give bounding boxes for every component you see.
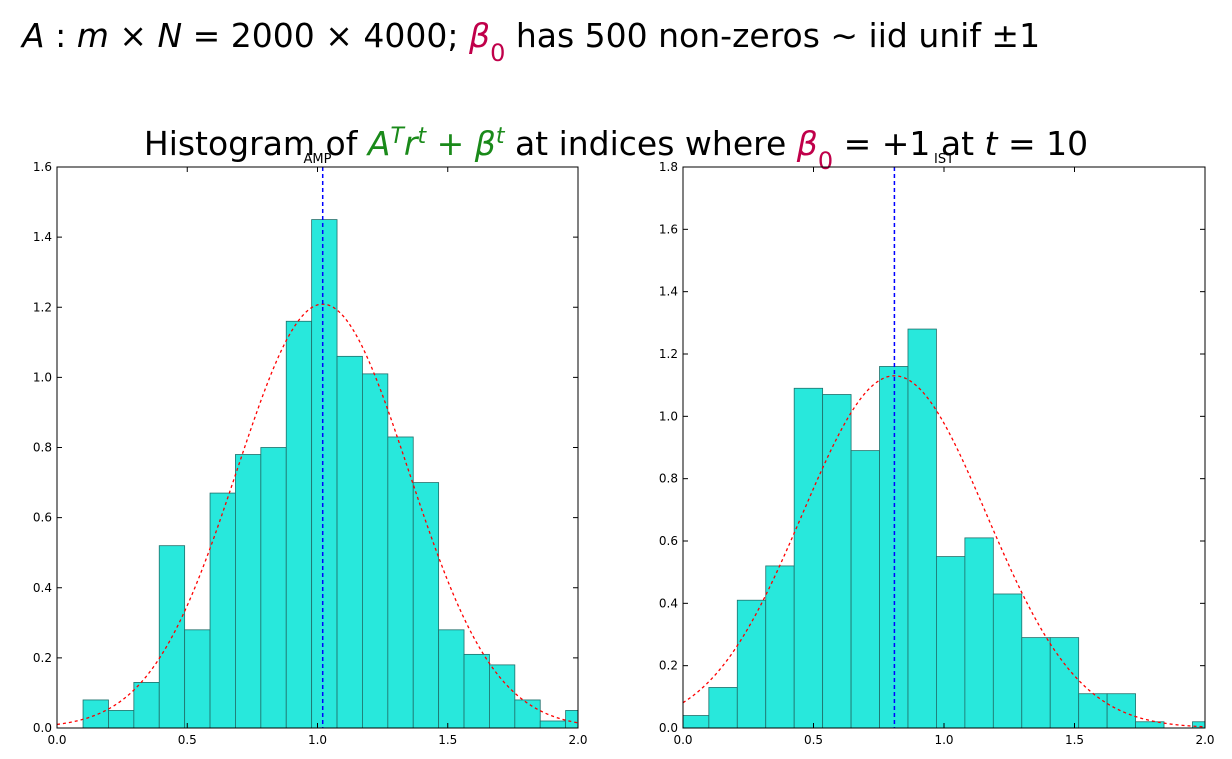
heading-segment: β bbox=[474, 124, 496, 163]
bar bbox=[683, 715, 710, 728]
y-tick-label: 0.2 bbox=[33, 651, 52, 665]
heading-segment: m bbox=[77, 16, 109, 55]
y-tick-label: 1.0 bbox=[33, 370, 52, 384]
y-tick-label: 1.4 bbox=[659, 285, 678, 299]
x-tick-label: 1.5 bbox=[438, 733, 457, 747]
x-tick-label: 2.0 bbox=[1195, 733, 1214, 747]
bar bbox=[82, 699, 109, 728]
bar bbox=[539, 720, 567, 728]
bar bbox=[1192, 721, 1205, 728]
heading-segment: at indices where bbox=[504, 124, 796, 163]
bar bbox=[336, 355, 363, 728]
y-tick-label: 0.4 bbox=[659, 596, 678, 610]
y-tick-label: 1.2 bbox=[659, 347, 678, 361]
heading-segment: β bbox=[796, 124, 818, 163]
bar bbox=[1106, 693, 1136, 728]
bar bbox=[793, 387, 824, 728]
y-tick-label: 1.6 bbox=[33, 160, 52, 174]
y-tick-label: 1.4 bbox=[33, 230, 52, 244]
plot-area bbox=[57, 167, 578, 728]
heading-segment: t bbox=[417, 124, 427, 149]
fit-curve bbox=[57, 303, 578, 726]
bar bbox=[209, 492, 236, 728]
chart-title: IST bbox=[934, 152, 954, 167]
bar bbox=[964, 537, 994, 728]
heading-segment: A bbox=[366, 124, 391, 163]
bar bbox=[260, 447, 287, 728]
heading-segment: = 10 bbox=[997, 124, 1088, 163]
bar bbox=[907, 328, 937, 728]
bar bbox=[387, 436, 414, 728]
heading-segment: N bbox=[157, 16, 182, 55]
x-tick-label: 0.0 bbox=[47, 733, 66, 747]
heading-segment: + bbox=[426, 124, 475, 163]
fit-curve bbox=[683, 375, 1205, 728]
x-tick-label: 2.0 bbox=[568, 733, 587, 747]
bar bbox=[992, 593, 1023, 728]
y-tick-label: 0.8 bbox=[33, 441, 52, 455]
x-tick-label: 0.0 bbox=[673, 733, 692, 747]
bar bbox=[1078, 693, 1108, 728]
y-tick-label: 0.4 bbox=[33, 581, 52, 595]
heading-segment: Histogram of bbox=[144, 124, 368, 163]
heading-segment: t bbox=[496, 124, 506, 149]
x-tick-label: 1.5 bbox=[1065, 733, 1084, 747]
heading-segment: has 500 non-zeros ∼ iid unif ±1 bbox=[505, 16, 1040, 55]
heading-segment: = +1 at bbox=[833, 124, 984, 163]
heading-segment: A bbox=[20, 16, 45, 55]
x-tick-label: 0.5 bbox=[178, 733, 197, 747]
heading-segment: = 2000 × 4000; bbox=[182, 16, 469, 55]
heading-line1: A : m × N = 2000 × 4000; β0 has 500 non-… bbox=[20, 16, 1040, 67]
x-tick-label: 0.5 bbox=[804, 733, 823, 747]
chart-title: AMP bbox=[304, 152, 332, 167]
bar bbox=[311, 219, 338, 728]
heading-segment: r bbox=[404, 124, 420, 163]
bar bbox=[822, 394, 852, 728]
bar bbox=[235, 454, 262, 728]
bar bbox=[765, 565, 795, 728]
bar bbox=[108, 710, 135, 728]
y-tick-label: 0.0 bbox=[33, 721, 52, 735]
bar bbox=[936, 556, 966, 728]
bar bbox=[708, 687, 738, 728]
bar bbox=[362, 373, 389, 728]
y-tick-label: 1.2 bbox=[33, 300, 52, 314]
bar bbox=[565, 710, 578, 728]
bar bbox=[412, 482, 440, 728]
bar bbox=[1049, 637, 1080, 728]
heading-segment: 0 bbox=[818, 147, 833, 175]
bar bbox=[514, 699, 541, 728]
bar bbox=[1021, 637, 1051, 728]
heading-segment: 0 bbox=[490, 39, 505, 67]
heading-segment: × bbox=[109, 16, 158, 55]
heading-segment: T bbox=[390, 124, 405, 149]
x-tick-label: 1.0 bbox=[308, 733, 327, 747]
bar bbox=[285, 320, 313, 728]
y-tick-label: 1.8 bbox=[659, 160, 678, 174]
heading-line2: Histogram of ATrt + βt at indices where … bbox=[144, 124, 1088, 176]
plot-area bbox=[683, 167, 1205, 728]
heading-segment: : bbox=[45, 16, 77, 55]
y-tick-label: 0.6 bbox=[33, 511, 52, 525]
bar bbox=[133, 682, 160, 728]
y-tick-label: 0.6 bbox=[659, 534, 678, 548]
bar bbox=[489, 664, 516, 728]
x-tick-label: 1.0 bbox=[934, 733, 953, 747]
heading-segment: t bbox=[985, 124, 999, 163]
y-tick-label: 0.0 bbox=[659, 721, 678, 735]
y-tick-label: 1.6 bbox=[659, 222, 678, 236]
bar bbox=[850, 450, 880, 728]
bar bbox=[463, 653, 490, 728]
heading-segment: β bbox=[468, 16, 490, 55]
bar bbox=[184, 629, 211, 728]
y-tick-label: 0.8 bbox=[659, 472, 678, 486]
y-tick-label: 0.2 bbox=[659, 659, 678, 673]
y-tick-label: 1.0 bbox=[659, 409, 678, 423]
bar bbox=[438, 629, 465, 728]
bar bbox=[736, 599, 767, 728]
